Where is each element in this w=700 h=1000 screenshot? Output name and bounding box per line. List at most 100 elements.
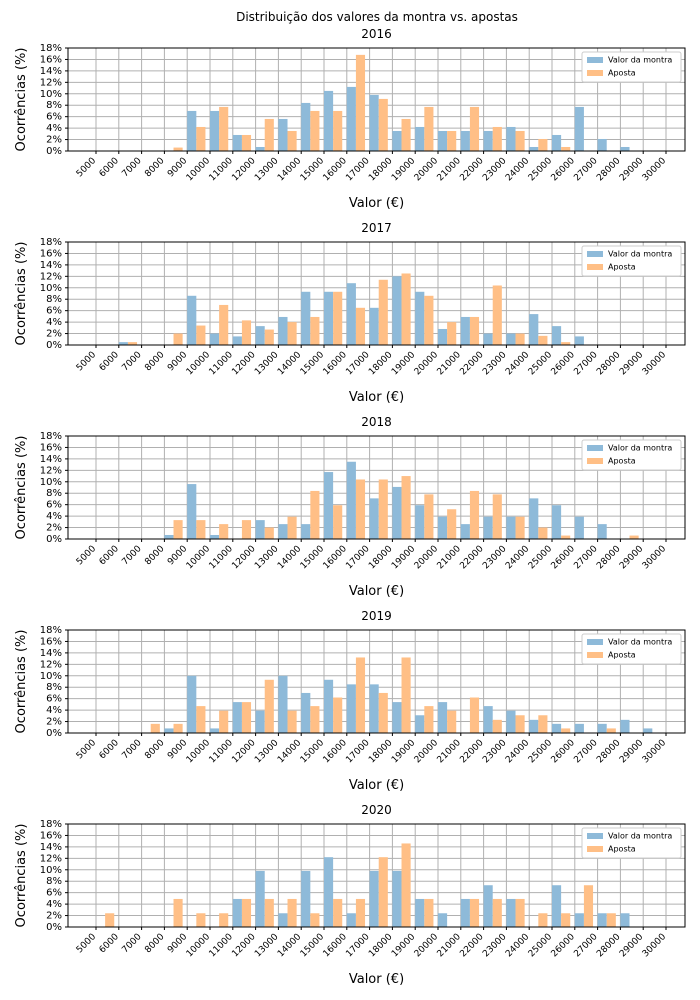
y-tick-label: 12%	[40, 77, 62, 88]
x-tick-label: 24000	[504, 350, 532, 378]
bar	[264, 329, 274, 345]
x-tick-label: 30000	[641, 932, 669, 960]
bar	[574, 106, 584, 151]
bar	[310, 706, 320, 733]
bar	[187, 110, 197, 151]
bar	[469, 106, 480, 151]
legend-swatch	[587, 70, 603, 76]
bar	[561, 146, 571, 151]
y-tick-label: 8%	[46, 682, 62, 693]
x-tick-label: 24000	[504, 544, 532, 572]
bar	[506, 710, 516, 733]
x-tick-label: 10000	[185, 156, 213, 184]
bar	[401, 476, 411, 539]
bar	[287, 898, 297, 927]
bar	[173, 898, 183, 927]
y-axis-label: Ocorrências (%)	[14, 436, 29, 540]
legend-box	[581, 827, 682, 859]
bar	[574, 723, 584, 733]
legend-label: Valor da montra	[608, 250, 672, 259]
x-tick-label: 28000	[595, 932, 623, 960]
x-tick-label: 25000	[527, 544, 555, 572]
x-tick-label: 14000	[276, 932, 304, 960]
bar	[392, 870, 402, 927]
x-tick-label: 8000	[143, 350, 166, 373]
x-tick-label: 22000	[458, 156, 486, 184]
bar	[278, 675, 288, 733]
bar	[529, 719, 539, 733]
x-tick-label: 26000	[550, 350, 578, 378]
bar	[241, 702, 252, 733]
bar	[219, 913, 229, 927]
bar	[369, 684, 379, 733]
x-axis-label: Valor (€)	[349, 390, 404, 405]
y-tick-label: 12%	[40, 271, 62, 282]
y-tick-label: 2%	[46, 329, 62, 340]
y-axis-label: Ocorrências (%)	[14, 630, 29, 734]
bar	[232, 898, 242, 927]
y-tick-label: 8%	[46, 488, 62, 499]
x-tick-label: 26000	[550, 738, 578, 766]
x-tick-label: 25000	[527, 738, 555, 766]
bar	[210, 333, 220, 345]
bar	[355, 898, 366, 927]
legend-box	[581, 439, 682, 471]
legend-box	[581, 245, 682, 277]
bar	[460, 316, 470, 345]
bar	[346, 684, 356, 733]
bar	[401, 843, 411, 927]
bar	[447, 509, 457, 539]
bar	[241, 898, 252, 927]
x-axis-label: Valor (€)	[349, 584, 404, 599]
x-tick-label: 23000	[481, 932, 509, 960]
bar	[424, 898, 434, 927]
bar	[597, 524, 607, 539]
bar	[529, 498, 539, 539]
x-tick-label: 30000	[641, 738, 669, 766]
x-tick-label: 23000	[481, 544, 509, 572]
y-tick-label: 18%	[40, 819, 62, 830]
bar	[278, 118, 288, 151]
bar	[424, 706, 434, 733]
bar	[232, 134, 242, 151]
bar	[506, 126, 516, 151]
y-tick-label: 8%	[46, 876, 62, 887]
bar	[264, 118, 274, 151]
bar	[552, 134, 562, 151]
x-tick-label: 13000	[253, 156, 281, 184]
bar	[232, 336, 242, 345]
y-tick-label: 14%	[40, 260, 62, 271]
bar	[324, 90, 334, 151]
bar	[529, 146, 539, 151]
x-tick-label: 17000	[344, 932, 372, 960]
x-tick-label: 28000	[595, 350, 623, 378]
bar	[438, 516, 448, 539]
y-tick-label: 6%	[46, 694, 62, 705]
y-tick-label: 16%	[40, 636, 62, 647]
y-tick-label: 10%	[40, 477, 62, 488]
x-tick-label: 27000	[572, 350, 600, 378]
x-tick-label: 29000	[618, 932, 646, 960]
y-tick-label: 4%	[46, 511, 62, 522]
bar	[643, 728, 653, 733]
x-tick-label: 30000	[641, 350, 669, 378]
x-tick-label: 24000	[504, 156, 532, 184]
x-tick-label: 20000	[413, 350, 441, 378]
bar	[301, 102, 311, 151]
bar	[538, 527, 548, 539]
x-tick-label: 15000	[299, 738, 327, 766]
bar	[219, 304, 229, 345]
bar	[392, 702, 402, 733]
x-tick-label: 16000	[322, 544, 350, 572]
legend-label: Valor da montra	[608, 832, 672, 841]
bar	[483, 706, 493, 733]
y-tick-label: 14%	[40, 66, 62, 77]
bar	[187, 675, 197, 733]
bar	[597, 138, 607, 151]
x-tick-label: 27000	[572, 738, 600, 766]
x-tick-label: 7000	[120, 738, 143, 761]
bar	[173, 723, 183, 733]
x-tick-label: 18000	[367, 350, 395, 378]
x-tick-label: 10000	[185, 738, 213, 766]
bar	[561, 342, 571, 345]
